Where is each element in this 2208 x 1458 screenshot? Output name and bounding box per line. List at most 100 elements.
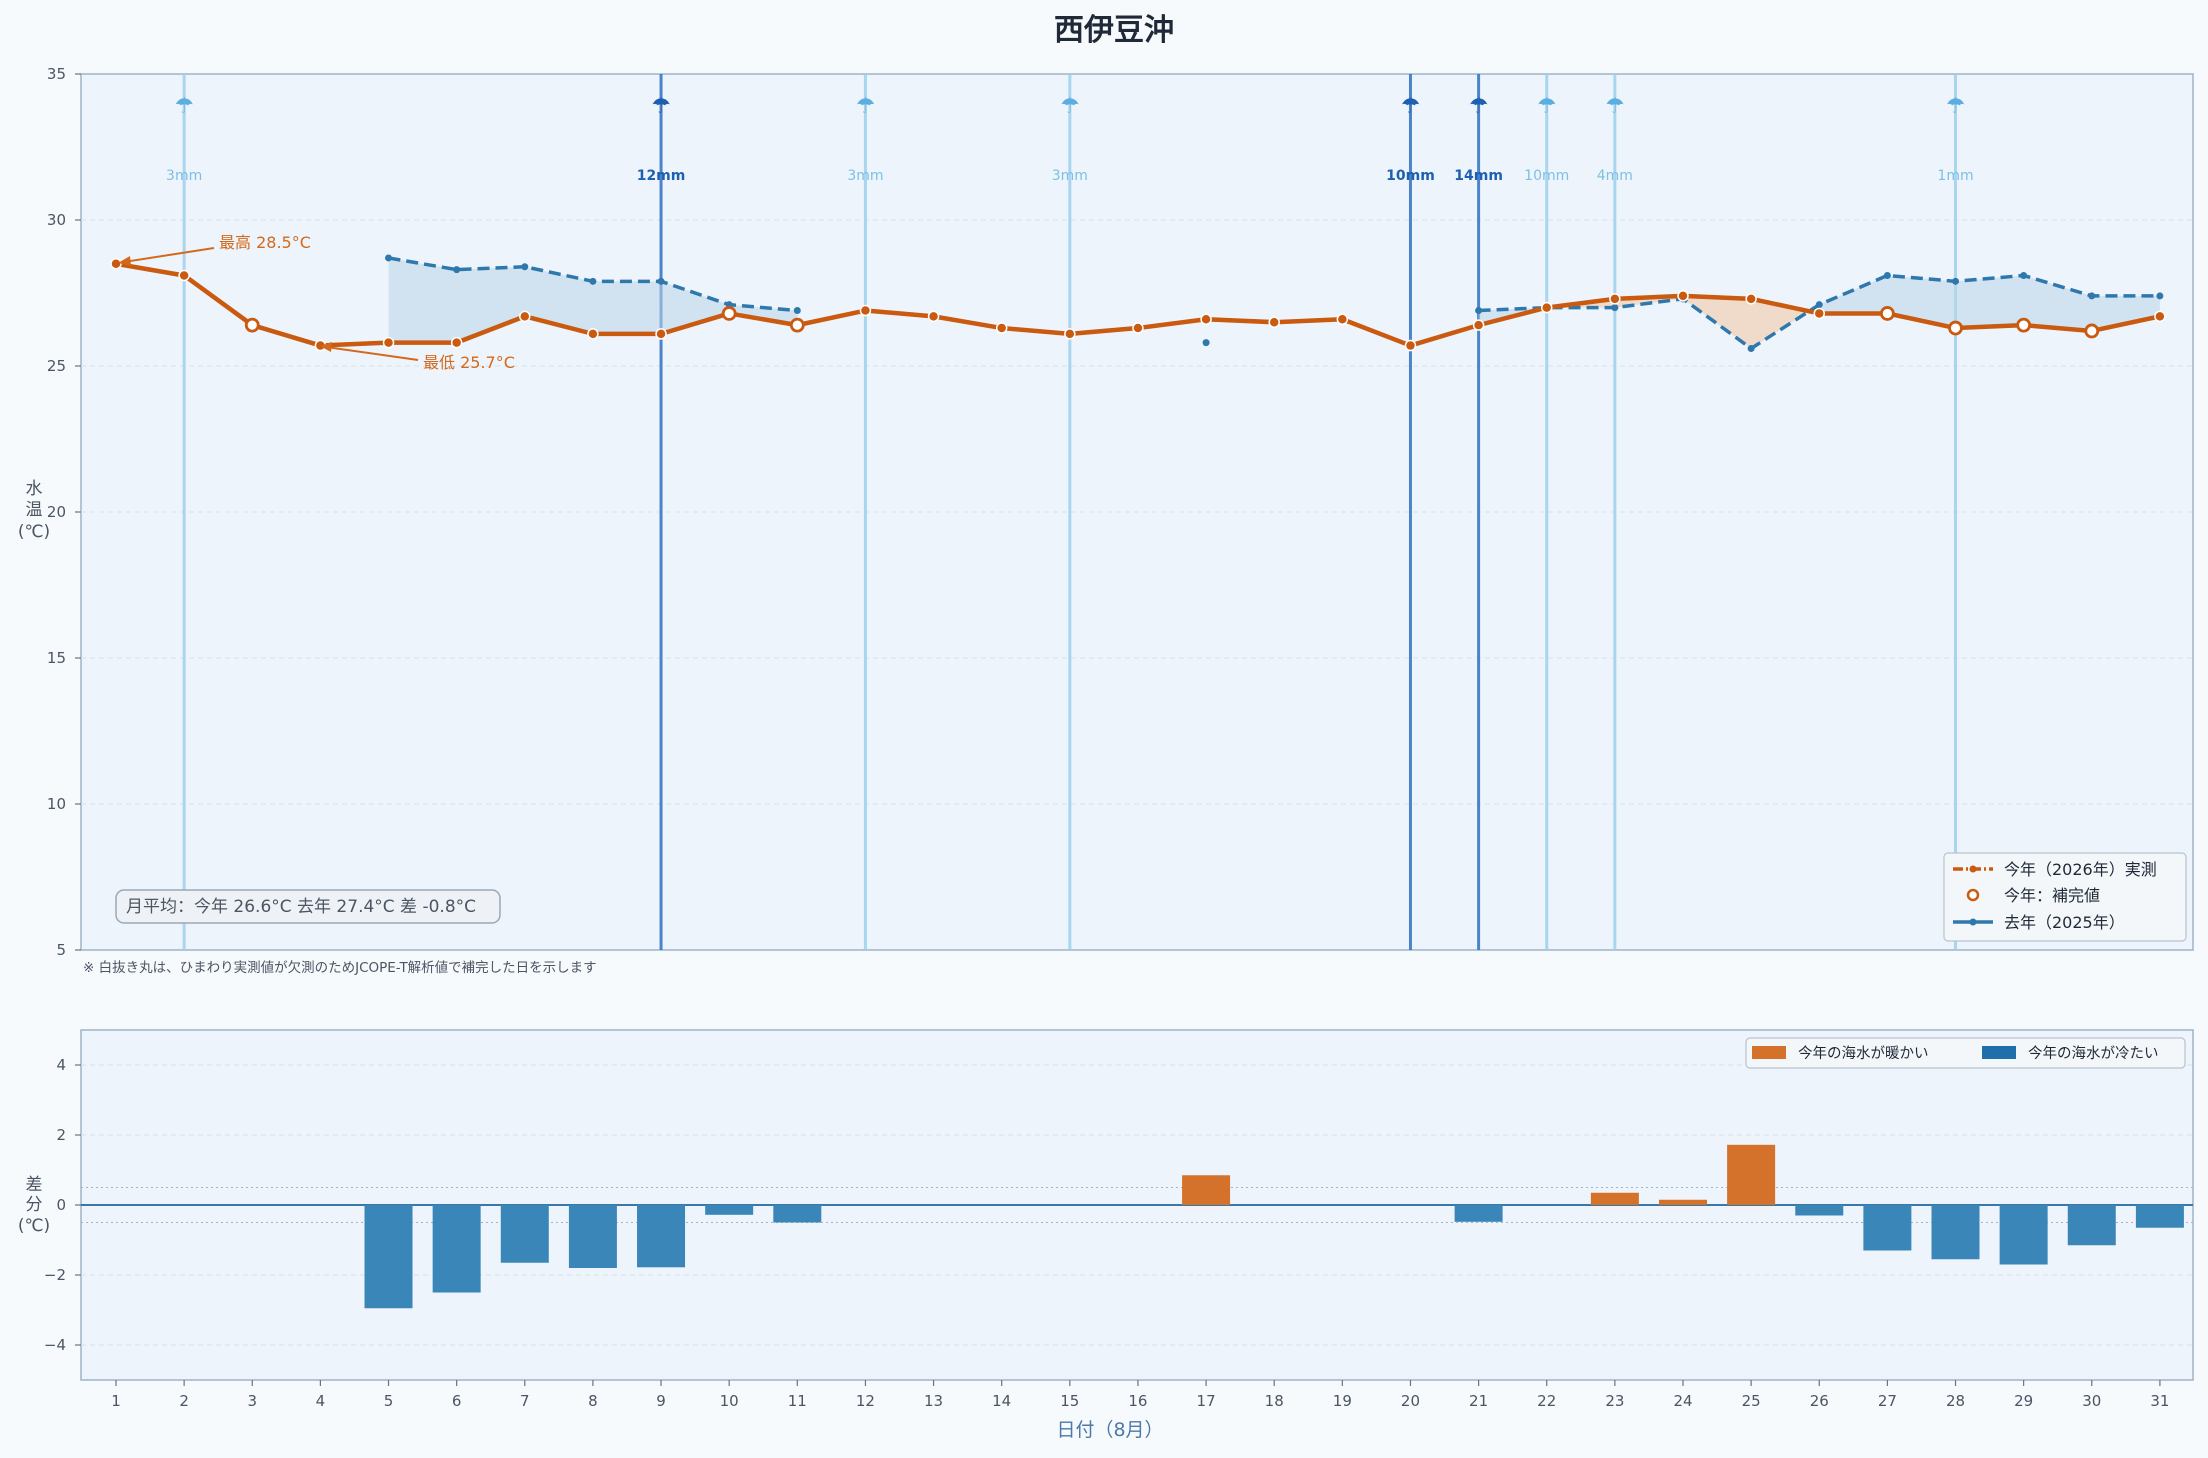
last-year-point — [521, 263, 529, 271]
last-year-point — [1747, 344, 1755, 352]
umbrella-icon: ☂ — [1946, 94, 1966, 119]
this-year-point — [1336, 313, 1349, 326]
legend-this-year-text: 今年（2026年）実測 — [2004, 860, 2157, 879]
rain-amount-label: 3mm — [166, 168, 202, 184]
this-year-point — [1132, 322, 1144, 334]
bottom-ylabel-1: 差 — [26, 1175, 43, 1195]
bottom-x-ticks: 1 2 3 4 5 6 7 8 9 10 11 12 13 14 15 16 17 18 19 20 21 22 23 24 2… — [111, 1380, 2169, 1410]
x-tick-label: 24 — [1673, 1392, 1692, 1410]
x-tick-label: 7 — [520, 1392, 530, 1410]
umbrella-icon: ☂ — [1401, 94, 1421, 119]
bottom-y-tick-label: 2 — [56, 1126, 66, 1144]
difference-bars — [364, 1144, 2184, 1309]
rain-amount-label: 12mm — [637, 168, 686, 184]
annotation-min: 最低 25.7°C — [320, 342, 515, 372]
difference-bar — [1795, 1205, 1844, 1216]
x-tick-label: 27 — [1878, 1392, 1897, 1410]
x-tick-label: 19 — [1333, 1392, 1352, 1410]
difference-bar — [1182, 1175, 1231, 1205]
difference-bar — [568, 1205, 617, 1268]
difference-bar — [705, 1205, 754, 1215]
this-year-point — [927, 310, 940, 323]
last-year-point — [453, 266, 461, 274]
top-ylabel-3: (℃) — [18, 522, 50, 542]
rain-amount-label: 10mm — [1524, 168, 1569, 184]
summary-box — [115, 889, 501, 924]
difference-bar — [1863, 1205, 1912, 1251]
difference-bar — [1590, 1192, 1639, 1205]
x-tick-label: 9 — [656, 1392, 666, 1410]
umbrella-icon: ☂ — [1605, 94, 1625, 119]
difference-bar — [1931, 1205, 1980, 1260]
imputed-point — [2084, 323, 2100, 339]
top-y-tick-label: 20 — [47, 503, 66, 521]
difference-fill-layer — [388, 257, 2160, 349]
rain-amount-label: 1mm — [1937, 168, 1973, 184]
bottom-y-tick-label: −2 — [44, 1266, 66, 1284]
x-tick-label: 31 — [2150, 1392, 2169, 1410]
annotation-max: 最高 28.5°C — [118, 233, 311, 266]
bottom-legend: 今年の海水が暖かい 今年の海水が冷たい — [1745, 1037, 2186, 1069]
legend-imputed-text: 今年：補完値 — [2004, 886, 2100, 905]
legend-warmer-swatch — [1752, 1046, 1786, 1059]
x-tick-label: 20 — [1401, 1392, 1420, 1410]
chart-title: 西伊豆沖 — [1054, 13, 1174, 48]
last-year-point — [1883, 271, 1891, 279]
imputed-point — [244, 317, 260, 333]
x-tick-label: 2 — [179, 1392, 189, 1410]
last-year-point — [1202, 339, 1210, 347]
bottom-xlabel: 日付（8月） — [1056, 1419, 1163, 1441]
top-y-tick-label: 15 — [47, 649, 66, 667]
x-tick-label: 10 — [720, 1392, 739, 1410]
bottom-y-tick-label: 4 — [56, 1056, 66, 1074]
series-points — [110, 254, 2166, 352]
this-year-point — [1609, 293, 1621, 305]
difference-bar — [500, 1205, 549, 1263]
last-year-point — [793, 307, 801, 315]
annotation-min-text: 最低 25.7°C — [423, 353, 515, 372]
bottom-y-tick-label: 0 — [56, 1196, 66, 1214]
this-year-point — [1472, 319, 1485, 331]
legend-colder-text: 今年の海水が冷たい — [2028, 1045, 2159, 1062]
this-year-point — [110, 258, 122, 270]
x-tick-label: 6 — [452, 1392, 462, 1410]
this-year-point — [995, 322, 1008, 334]
legend-this-year-marker — [1969, 865, 1977, 873]
difference-bar — [364, 1205, 413, 1309]
difference-fill — [1819, 275, 1888, 314]
rain-amount-label: 10mm — [1386, 168, 1435, 184]
imputed-point — [2016, 317, 2032, 333]
this-year-point — [2154, 310, 2166, 323]
bottom-y-ticks: −4 −2 0 2 4 — [44, 1056, 81, 1354]
this-year-point — [1404, 339, 1417, 352]
difference-fill — [524, 266, 593, 334]
annotation-max-arrowhead — [118, 256, 131, 266]
umbrella-icon: ☂ — [1060, 94, 1080, 119]
top-y-tick-label: 30 — [47, 211, 66, 229]
difference-bar — [1999, 1205, 2048, 1265]
top-y-tick-label: 35 — [47, 65, 66, 83]
this-year-point — [1064, 328, 1076, 340]
rain-amount-label: 3mm — [1052, 168, 1088, 184]
difference-bar — [637, 1205, 686, 1268]
x-tick-label: 4 — [316, 1392, 326, 1410]
legend-warmer-text: 今年の海水が暖かい — [1798, 1045, 1929, 1062]
x-tick-label: 28 — [1946, 1392, 1965, 1410]
difference-bar — [1727, 1144, 1776, 1205]
imputed-point — [721, 306, 737, 321]
this-year-point — [1200, 313, 1212, 326]
this-year-point — [450, 336, 463, 349]
x-tick-label: 3 — [247, 1392, 257, 1410]
last-year-point — [385, 254, 393, 262]
x-tick-label: 23 — [1605, 1392, 1624, 1410]
x-tick-label: 5 — [384, 1392, 394, 1410]
difference-fill — [661, 281, 730, 334]
last-year-point — [589, 277, 597, 285]
umbrella-icon: ☂ — [856, 94, 876, 119]
x-tick-label: 21 — [1469, 1392, 1488, 1410]
last-year-point — [1475, 307, 1483, 315]
bottom-ylabel-2: 分 — [26, 1195, 43, 1215]
summary-text: 月平均：今年 26.6°C 去年 27.4°C 差 -0.8°C — [126, 897, 476, 917]
rain-amount-label: 14mm — [1454, 168, 1503, 184]
umbrella-icon: ☂ — [651, 94, 671, 119]
